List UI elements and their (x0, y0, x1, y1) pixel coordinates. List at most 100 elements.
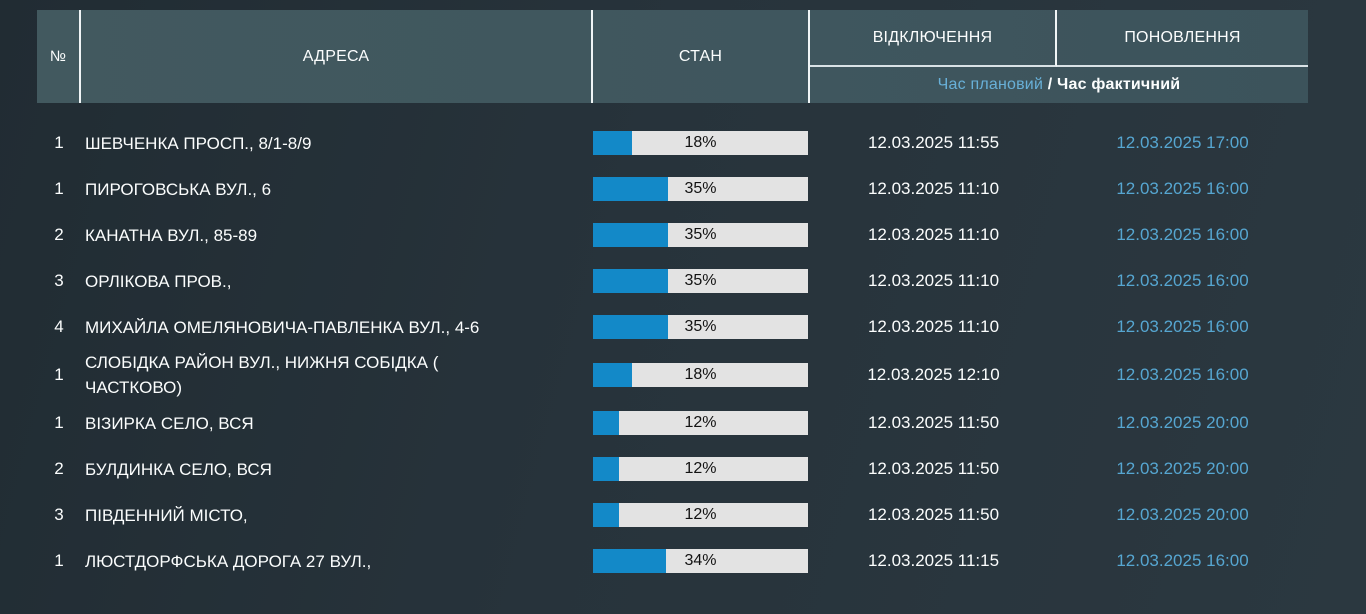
row-number: 1 (54, 551, 64, 570)
row-address: КАНАТНА ВУЛ., 85-89 (85, 225, 258, 245)
table-row: 1 ПИРОГОВСЬКА ВУЛ., 6 35% 12.03.2025 11:… (37, 166, 1308, 212)
progress-percent-label: 12% (684, 506, 717, 523)
row-renewal-time: 12.03.2025 16:00 (1116, 225, 1249, 244)
progress-percent-label: 12% (684, 460, 717, 477)
table-row: 2 КАНАТНА ВУЛ., 85-89 35% 12.03.2025 11:… (37, 212, 1308, 258)
row-renewal-time: 12.03.2025 20:00 (1116, 413, 1249, 432)
row-renewal-time: 12.03.2025 20:00 (1116, 459, 1249, 478)
row-outage-time: 12.03.2025 11:50 (867, 505, 1000, 524)
column-header-renewal: ПОНОВЛЕННЯ (1057, 10, 1308, 67)
row-number: 2 (54, 225, 64, 244)
row-outage-time: 12.03.2025 11:10 (867, 271, 1000, 290)
table-header: № АДРЕСА СТАН ВІДКЛЮЧЕННЯ ПОНОВЛЕННЯ Час… (37, 10, 1308, 103)
progress-fill (593, 177, 669, 201)
row-state-cell: 12% (593, 457, 810, 481)
row-outage-time: 12.03.2025 12:10 (867, 365, 1000, 384)
table-row: 1 СЛОБІДКА РАЙОН ВУЛ., НИЖНЯ СОБІДКА ( Ч… (37, 350, 1308, 400)
progress-percent-label: 35% (684, 180, 717, 197)
table-row: 4 МИХАЙЛА ОМЕЛЯНОВИЧА-ПАВЛЕНКА ВУЛ., 4-6… (37, 304, 1308, 350)
progress-bar: 35% (593, 269, 808, 293)
row-renewal-time: 12.03.2025 16:00 (1116, 551, 1249, 570)
progress-percent-label: 34% (684, 552, 717, 569)
row-number: 3 (54, 505, 64, 524)
row-number: 3 (54, 271, 64, 290)
progress-fill (593, 269, 669, 293)
row-state-cell: 34% (593, 549, 810, 573)
table-row: 1 ВІЗИРКА СЕЛО, ВСЯ 12% 12.03.2025 11:50… (37, 400, 1308, 446)
progress-bar: 12% (593, 411, 808, 435)
row-state-cell: 35% (593, 177, 810, 201)
row-outage-time: 12.03.2025 11:10 (867, 225, 1000, 244)
row-state-cell: 18% (593, 131, 810, 155)
row-outage-time: 12.03.2025 11:55 (867, 133, 1000, 152)
row-outage-time: 12.03.2025 11:50 (867, 413, 1000, 432)
progress-fill (593, 223, 669, 247)
outage-table: № АДРЕСА СТАН ВІДКЛЮЧЕННЯ ПОНОВЛЕННЯ Час… (37, 10, 1308, 584)
row-address: ПИРОГОВСЬКА ВУЛ., 6 (85, 179, 272, 199)
table-row: 1 ШЕВЧЕНКА ПРОСП., 8/1-8/9 18% 12.03.202… (37, 120, 1308, 166)
time-legend-actual: Час фактичний (1057, 76, 1181, 93)
row-state-cell: 35% (593, 269, 810, 293)
row-renewal-time: 12.03.2025 17:00 (1116, 133, 1249, 152)
progress-bar: 34% (593, 549, 808, 573)
column-header-outage: ВІДКЛЮЧЕННЯ (810, 10, 1057, 67)
row-outage-time: 12.03.2025 11:15 (867, 551, 1000, 570)
progress-bar: 12% (593, 457, 808, 481)
progress-bar: 35% (593, 177, 808, 201)
row-renewal-time: 12.03.2025 16:00 (1116, 271, 1249, 290)
progress-fill (593, 363, 632, 387)
time-legend-separator: / (1043, 76, 1058, 93)
column-header-number: № (37, 10, 81, 103)
table-body: 1 ШЕВЧЕНКА ПРОСП., 8/1-8/9 18% 12.03.202… (37, 120, 1308, 584)
progress-fill (593, 131, 632, 155)
time-legend-planned: Час плановий (937, 76, 1044, 93)
time-legend: Час плановий / Час фактичний (810, 67, 1308, 103)
row-renewal-time: 12.03.2025 20:00 (1116, 505, 1249, 524)
progress-fill (593, 503, 619, 527)
row-outage-time: 12.03.2025 11:10 (867, 179, 1000, 198)
row-state-cell: 35% (593, 223, 810, 247)
row-address: ОРЛІКОВА ПРОВ., (85, 271, 232, 291)
row-renewal-time: 12.03.2025 16:00 (1116, 365, 1249, 384)
progress-bar: 18% (593, 363, 808, 387)
row-number: 4 (54, 317, 64, 336)
row-address: БУЛДИНКА СЕЛО, ВСЯ (85, 459, 272, 479)
row-outage-time: 12.03.2025 11:50 (867, 459, 1000, 478)
row-address: ВІЗИРКА СЕЛО, ВСЯ (85, 413, 254, 433)
table-row: 3 ОРЛІКОВА ПРОВ., 35% 12.03.2025 11:10 1… (37, 258, 1308, 304)
progress-percent-label: 18% (684, 366, 717, 383)
progress-bar: 18% (593, 131, 808, 155)
table-row: 2 БУЛДИНКА СЕЛО, ВСЯ 12% 12.03.2025 11:5… (37, 446, 1308, 492)
row-outage-time: 12.03.2025 11:10 (867, 317, 1000, 336)
row-number: 1 (54, 179, 64, 198)
row-state-cell: 12% (593, 503, 810, 527)
progress-percent-label: 18% (684, 134, 717, 151)
row-number: 2 (54, 459, 64, 478)
progress-fill (593, 411, 619, 435)
table-row: 1 ЛЮСТДОРФСЬКА ДОРОГА 27 ВУЛ., 34% 12.03… (37, 538, 1308, 584)
row-state-cell: 18% (593, 363, 810, 387)
progress-fill (593, 457, 619, 481)
progress-percent-label: 12% (684, 414, 717, 431)
row-address: ПІВДЕННИЙ МІСТО, (85, 505, 248, 525)
progress-fill (593, 315, 669, 339)
row-number: 1 (54, 413, 64, 432)
row-address: ЛЮСТДОРФСЬКА ДОРОГА 27 ВУЛ., (85, 551, 372, 571)
row-renewal-time: 12.03.2025 16:00 (1116, 179, 1249, 198)
row-state-cell: 35% (593, 315, 810, 339)
progress-fill (593, 549, 667, 573)
progress-percent-label: 35% (684, 226, 717, 243)
column-header-address: АДРЕСА (81, 10, 593, 103)
row-address: СЛОБІДКА РАЙОН ВУЛ., НИЖНЯ СОБІДКА ( ЧАС… (85, 353, 439, 397)
row-number: 1 (54, 365, 64, 384)
column-header-state: СТАН (593, 10, 810, 103)
row-state-cell: 12% (593, 411, 810, 435)
progress-bar: 12% (593, 503, 808, 527)
row-number: 1 (54, 133, 64, 152)
row-address: ШЕВЧЕНКА ПРОСП., 8/1-8/9 (85, 133, 312, 153)
progress-percent-label: 35% (684, 318, 717, 335)
progress-percent-label: 35% (684, 272, 717, 289)
table-row: 3 ПІВДЕННИЙ МІСТО, 12% 12.03.2025 11:50 … (37, 492, 1308, 538)
row-address: МИХАЙЛА ОМЕЛЯНОВИЧА-ПАВЛЕНКА ВУЛ., 4-6 (85, 317, 480, 337)
progress-bar: 35% (593, 223, 808, 247)
